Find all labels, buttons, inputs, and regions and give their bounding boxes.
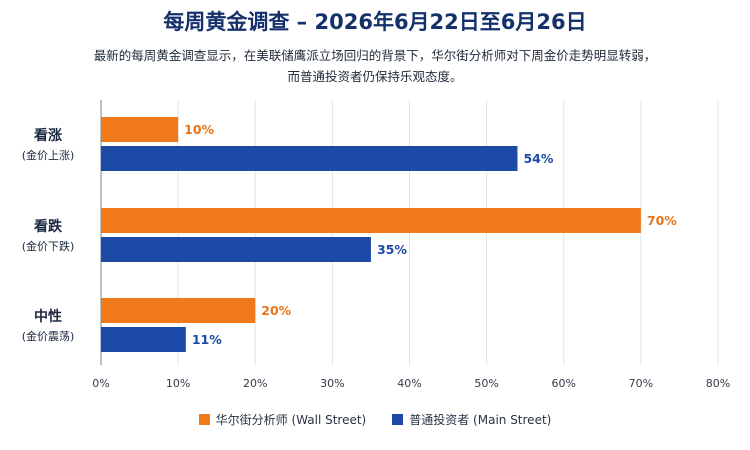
category-sublabel-1: (金价下跌) (22, 239, 75, 253)
data-label-s1-c0: 54% (523, 151, 553, 166)
x-tick-label-3: 30% (320, 377, 344, 390)
subtitle-line-1: 最新的每周黄金调查显示，在美联储鹰派立场回归的背景下，华尔街分析师对下周金价走势… (93, 48, 657, 63)
legend-label-wall-street: 华尔街分析师 (Wall Street) (215, 413, 367, 427)
chart-title: 每周黄金调查 – 2026年6月22日至6月26日 (163, 10, 587, 34)
x-tick-label-7: 70% (629, 377, 653, 390)
bar-s0-c0 (101, 117, 179, 142)
bar-s0-c1 (101, 208, 641, 233)
data-label-s0-c0: 10% (184, 122, 214, 137)
bar-s1-c0 (101, 146, 518, 171)
data-label-s1-c1: 35% (377, 242, 407, 257)
category-label-1: 看跌 (33, 218, 63, 235)
chart-legend: 华尔街分析师 (Wall Street) 普通投资者 (Main Street) (0, 411, 750, 428)
category-sublabel-0: (金价上涨) (22, 148, 75, 162)
bar-s0-c2 (101, 298, 256, 323)
x-tick-label-4: 40% (397, 377, 421, 390)
data-label-s0-c2: 20% (261, 303, 291, 318)
data-label-s1-c2: 11% (192, 332, 222, 347)
legend-label-main-street: 普通投资者 (Main Street) (409, 413, 552, 427)
category-label-0: 看涨 (33, 127, 62, 144)
x-tick-label-0: 0% (92, 377, 109, 390)
legend-swatch-wall-street (198, 414, 210, 425)
category-sublabel-2: (金价震荡) (22, 329, 75, 343)
legend-item-wall-street: 华尔街分析师 (Wall Street) (198, 411, 367, 428)
legend-swatch-main-street (392, 414, 404, 425)
chart-subtitle: 最新的每周黄金调查显示，在美联储鹰派立场回归的背景下，华尔街分析师对下周金价走势… (40, 45, 710, 87)
category-label-2: 中性 (34, 308, 62, 325)
legend-item-main-street: 普通投资者 (Main Street) (392, 411, 551, 428)
x-tick-label-1: 10% (166, 377, 190, 390)
bar-s1-c2 (101, 327, 186, 352)
x-tick-label-5: 50% (474, 377, 498, 390)
bar-s1-c1 (101, 237, 371, 262)
x-tick-label-8: 80% (706, 377, 730, 390)
subtitle-line-2: 而普通投资者仍保持乐观态度。 (287, 69, 463, 84)
data-label-s0-c1: 70% (647, 213, 677, 228)
x-tick-label-6: 60% (552, 377, 576, 390)
x-tick-label-2: 20% (243, 377, 267, 390)
